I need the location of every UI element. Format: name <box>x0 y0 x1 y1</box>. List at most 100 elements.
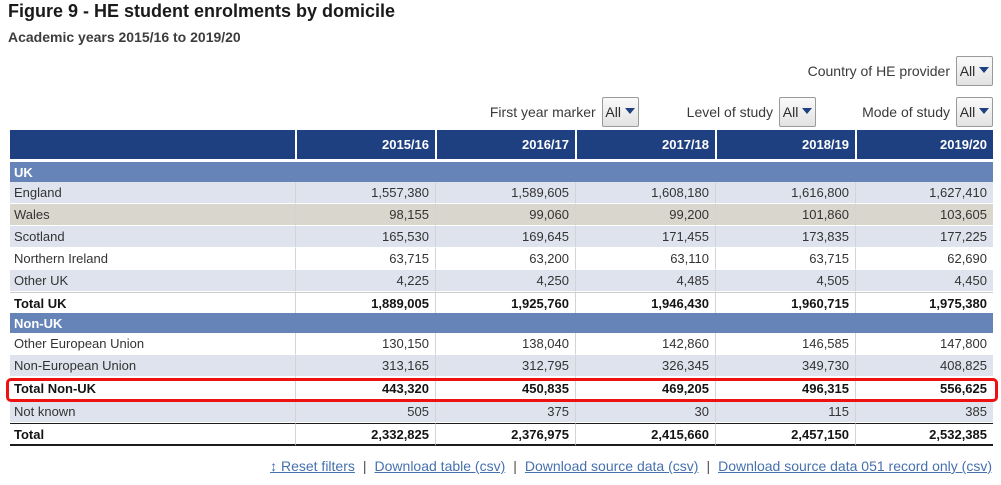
filter-country-value: All <box>959 63 976 79</box>
caret-down-icon <box>802 108 813 114</box>
cell-other-uk-2018-19: 4,505 <box>715 270 855 292</box>
table-row-wales: Wales 98,155 99,060 99,200 101,860 103,605 <box>10 204 993 226</box>
cell-total-2018-19: 2,457,150 <box>715 423 855 446</box>
filter-first-year-label: First year marker <box>489 104 596 120</box>
cell-northern-ireland-2015-16: 63,715 <box>295 248 435 270</box>
cell-not-known-2018-19: 115 <box>715 400 855 423</box>
filter-country-label: Country of HE provider <box>807 63 950 79</box>
cell-other-uk-2015-16: 4,225 <box>295 270 435 292</box>
cell-wales-2016-17: 99,060 <box>435 204 575 226</box>
table-row-northern-ireland: Northern Ireland 63,715 63,200 63,110 63,715… <box>10 248 993 270</box>
footer-link-download-table-csv[interactable]: Download table (csv) <box>374 458 506 474</box>
row-label: England <box>10 182 295 204</box>
table-row-other-uk: Other UK 4,225 4,250 4,485 4,505 4,450 <box>10 270 993 292</box>
table-row-other-european-union: Other European Union 130,150 138,040 142,86… <box>10 333 993 355</box>
column-header-2018-19[interactable]: 2018/19 <box>715 130 855 162</box>
cell-other-european-union-2016-17: 138,040 <box>435 333 575 355</box>
footer-links: ↕ Reset filters | Download table (csv) | Dow… <box>270 458 992 474</box>
filters-row-2: First year marker All Level of study All… <box>0 97 993 127</box>
row-label: Northern Ireland <box>10 248 295 270</box>
filter-mode-label: Mode of study <box>862 104 950 120</box>
table-row-total: Total 2,332,825 2,376,975 2,415,660 2,457,15… <box>10 423 993 446</box>
caret-down-icon <box>979 67 990 73</box>
footer-link-separator: | <box>706 458 711 474</box>
row-label: Total Non-UK <box>10 377 295 400</box>
cell-wales-2017-18: 99,200 <box>575 204 715 226</box>
cell-scotland-2018-19: 173,835 <box>715 226 855 248</box>
section-row-uk: UK <box>10 162 993 182</box>
cell-england-2015-16: 1,557,380 <box>295 182 435 204</box>
cell-wales-2018-19: 101,860 <box>715 204 855 226</box>
column-header-2017-18[interactable]: 2017/18 <box>575 130 715 162</box>
cell-northern-ireland-2017-18: 63,110 <box>575 248 715 270</box>
table-row-total-uk: Total UK 1,889,005 1,925,760 1,946,430 1,960… <box>10 292 993 313</box>
cell-total-non-uk-2019-20: 556,625 <box>855 377 993 400</box>
column-header-2019-20[interactable]: 2019/20 <box>855 130 993 162</box>
cell-not-known-2016-17: 375 <box>435 400 575 423</box>
cell-northern-ireland-2019-20: 62,690 <box>855 248 993 270</box>
cell-scotland-2017-18: 171,455 <box>575 226 715 248</box>
filter-mode-value: All <box>959 104 976 120</box>
filter-level-of-study: Level of study All <box>686 97 817 127</box>
filter-country-dropdown[interactable]: All <box>956 56 993 86</box>
cell-not-known-2015-16: 505 <box>295 400 435 423</box>
page-title: Figure 9 - HE student enrolments by domi… <box>8 1 396 21</box>
row-label: Non-European Union <box>10 355 295 377</box>
cell-wales-2019-20: 103,605 <box>855 204 993 226</box>
cell-northern-ireland-2018-19: 63,715 <box>715 248 855 270</box>
cell-total-2016-17: 2,376,975 <box>435 423 575 446</box>
cell-other-uk-2017-18: 4,485 <box>575 270 715 292</box>
row-label: Other European Union <box>10 333 295 355</box>
filter-level-label: Level of study <box>686 104 774 120</box>
cell-total-2019-20: 2,532,385 <box>855 423 993 446</box>
cell-total-uk-2018-19: 1,960,715 <box>715 292 855 313</box>
column-header-blank <box>10 130 295 162</box>
cell-england-2019-20: 1,627,410 <box>855 182 993 204</box>
row-label: Scotland <box>10 226 295 248</box>
cell-other-uk-2016-17: 4,250 <box>435 270 575 292</box>
cell-total-uk-2016-17: 1,925,760 <box>435 292 575 313</box>
table-header-row: 2015/16 2016/17 2017/18 2018/19 2019/20 <box>10 130 993 162</box>
cell-non-european-union-2015-16: 313,165 <box>295 355 435 377</box>
cell-non-european-union-2019-20: 408,825 <box>855 355 993 377</box>
column-header-2015-16[interactable]: 2015/16 <box>295 130 435 162</box>
cell-non-european-union-2016-17: 312,795 <box>435 355 575 377</box>
filter-country-of-he-provider: Country of HE provider All <box>808 56 993 86</box>
filter-mode-of-study: Mode of study All <box>862 97 993 127</box>
filter-first-year-value: All <box>605 104 621 120</box>
row-label: Not known <box>10 400 295 423</box>
filters-row-1: Country of HE provider All <box>0 56 993 86</box>
section-row-non-uk: Non-UK <box>10 313 993 333</box>
filter-level-value: All <box>782 104 799 120</box>
caret-down-icon <box>979 108 990 114</box>
cell-scotland-2016-17: 169,645 <box>435 226 575 248</box>
cell-total-non-uk-2015-16: 443,320 <box>295 377 435 400</box>
cell-scotland-2019-20: 177,225 <box>855 226 993 248</box>
enrolments-table: 2015/16 2016/17 2017/18 2018/19 2019/20 … <box>10 130 993 446</box>
filter-mode-dropdown[interactable]: All <box>956 97 993 127</box>
footer-link-separator: | <box>362 458 367 474</box>
cell-other-european-union-2015-16: 130,150 <box>295 333 435 355</box>
cell-non-european-union-2018-19: 349,730 <box>715 355 855 377</box>
cell-england-2018-19: 1,616,800 <box>715 182 855 204</box>
cell-total-uk-2019-20: 1,975,380 <box>855 292 993 313</box>
cell-other-european-union-2017-18: 142,860 <box>575 333 715 355</box>
footer-link-reset-filters[interactable]: ↕ Reset filters <box>270 458 355 474</box>
filter-first-year-marker: First year marker All <box>490 97 639 127</box>
footer-link-download-source-data-csv[interactable]: Download source data (csv) <box>524 458 699 474</box>
row-label: Other UK <box>10 270 295 292</box>
footer-link-separator: | <box>513 458 517 474</box>
column-header-2016-17[interactable]: 2016/17 <box>435 130 575 162</box>
cell-total-non-uk-2016-17: 450,835 <box>435 377 575 400</box>
table-row-scotland: Scotland 165,530 169,645 171,455 173,835 177,… <box>10 226 993 248</box>
cell-total-2017-18: 2,415,660 <box>575 423 715 446</box>
cell-non-european-union-2017-18: 326,345 <box>575 355 715 377</box>
filter-level-dropdown[interactable]: All <box>779 97 817 127</box>
section-label: Non-UK <box>10 313 993 333</box>
table-row-not-known: Not known 505 375 30 115 385 <box>10 400 993 423</box>
filter-first-year-dropdown[interactable]: All <box>601 97 639 127</box>
cell-total-2015-16: 2,332,825 <box>295 423 435 446</box>
footer-link-download-source-data-051-record-only-csv[interactable]: Download source data 051 record only (cs… <box>718 458 992 474</box>
section-label: UK <box>10 162 993 182</box>
